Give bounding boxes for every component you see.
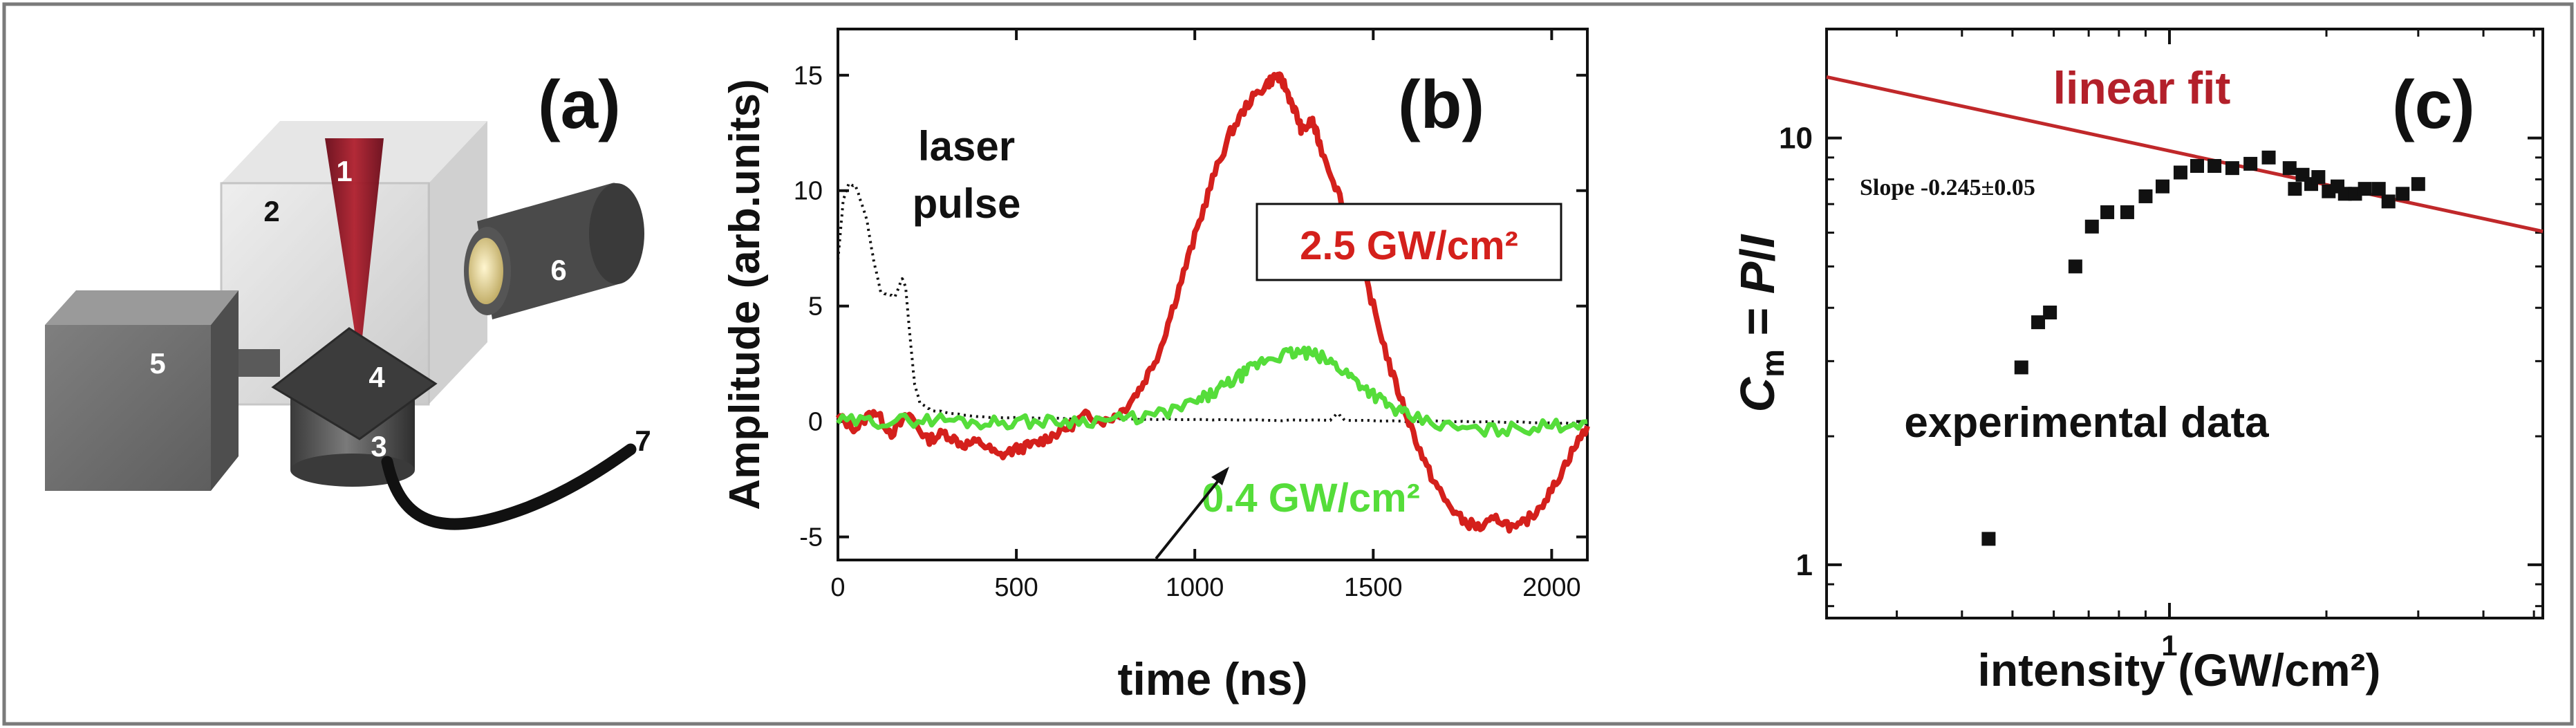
laser-beam [325,138,384,363]
panel-b-plot-frame [837,28,1589,561]
panel-b-series [835,71,1590,534]
data-point [2120,205,2134,219]
component-number-4: 4 [368,361,385,393]
panel-c-plot-frame [1825,28,2544,619]
data-point [2043,306,2057,320]
data-point [2261,150,2276,165]
component-number-6: 6 [550,254,566,286]
b-y-tick-label: 0 [808,408,823,437]
data-point [2282,161,2297,176]
linear-fit-label: linear fit [2053,62,2231,113]
panel-c-coupling-chart: 1 1 10 linear fit Slope -0.245±0.05 experi… [1730,28,2544,696]
high-intensity-label: 2.5 GW/cm² [1300,223,1518,268]
panel-a-label: (a) [538,66,621,142]
b-y-tick-label: 5 [808,292,823,321]
annotation-arrow [1155,467,1229,560]
data-point [2173,165,2187,180]
panel-b-x-axis-label: time (ns) [1117,653,1307,704]
b-y-tick-label: 10 [794,177,823,206]
data-point [1981,532,1996,546]
data-point [2225,161,2239,176]
data-point [2288,182,2302,196]
slope-annotation: Slope -0.245±0.05 [1860,175,2035,200]
component-6-cylinder [464,183,644,319]
b-y-tick-label: -5 [799,523,823,552]
component-5-box [45,290,280,491]
experimental-data-label: experimental data [1904,399,2269,447]
high-intensity-trace [835,71,1590,534]
data-point [2396,187,2410,201]
b-y-tick-label: 15 [794,62,823,91]
high-intensity-label-box [1256,203,1562,281]
data-point [2190,159,2204,174]
laser-pulse-label-line1: laser [918,123,1015,169]
c-y-tick-label: 10 [1779,122,1813,156]
component-7-cable [381,443,637,530]
panel-c-axis-ticks: 1 1 10 [1779,29,2543,662]
data-point [2155,179,2169,194]
b-x-tick-label: 2000 [1522,573,1581,602]
data-point [2371,182,2386,196]
b-x-tick-label: 1500 [1344,573,1403,602]
data-point [2311,170,2326,185]
component-number-2: 2 [263,195,279,227]
data-point [2358,182,2372,196]
b-x-tick-label: 500 [994,573,1038,602]
data-point [2208,159,2222,174]
panel-c-y-axis-label: Cm = P/I [1730,234,1791,412]
laser-pulse-label-line2: pulse [913,180,1021,227]
data-point [2014,360,2028,375]
panel-a-setup-illustration: 1 2 3 4 5 6 7 (a) [45,66,651,530]
data-point [2084,219,2099,234]
panel-c-x-axis-label: intensity (GW/cm²) [1977,644,2380,696]
panel-c-series [1826,75,2544,546]
low-intensity-label: 0.4 GW/cm² [1202,476,1420,521]
data-point [2243,156,2258,171]
b-x-tick-label: 0 [830,573,845,602]
data-point [2411,177,2425,192]
c-y-tick-label: 1 [1796,548,1813,582]
data-point [2381,194,2396,209]
component-number-7: 7 [635,424,651,457]
data-point [2068,259,2082,274]
linear-fit-line [1826,75,2544,234]
panel-c-label: (c) [2392,66,2475,142]
panel-b-y-axis-label: Amplitude (arb.units) [721,79,769,510]
b-x-tick-label: 1000 [1166,573,1224,602]
panel-b-label: (b) [1398,66,1484,142]
component-number-1: 1 [336,155,352,187]
component-number-5: 5 [149,347,165,380]
data-point [2138,189,2153,203]
c-x-tick-label: 1 [2161,629,2177,662]
data-point [2031,315,2046,330]
component-number-3: 3 [371,430,386,463]
component-4-target [271,327,438,440]
data-point [2100,205,2115,219]
low-intensity-trace [836,345,1588,438]
